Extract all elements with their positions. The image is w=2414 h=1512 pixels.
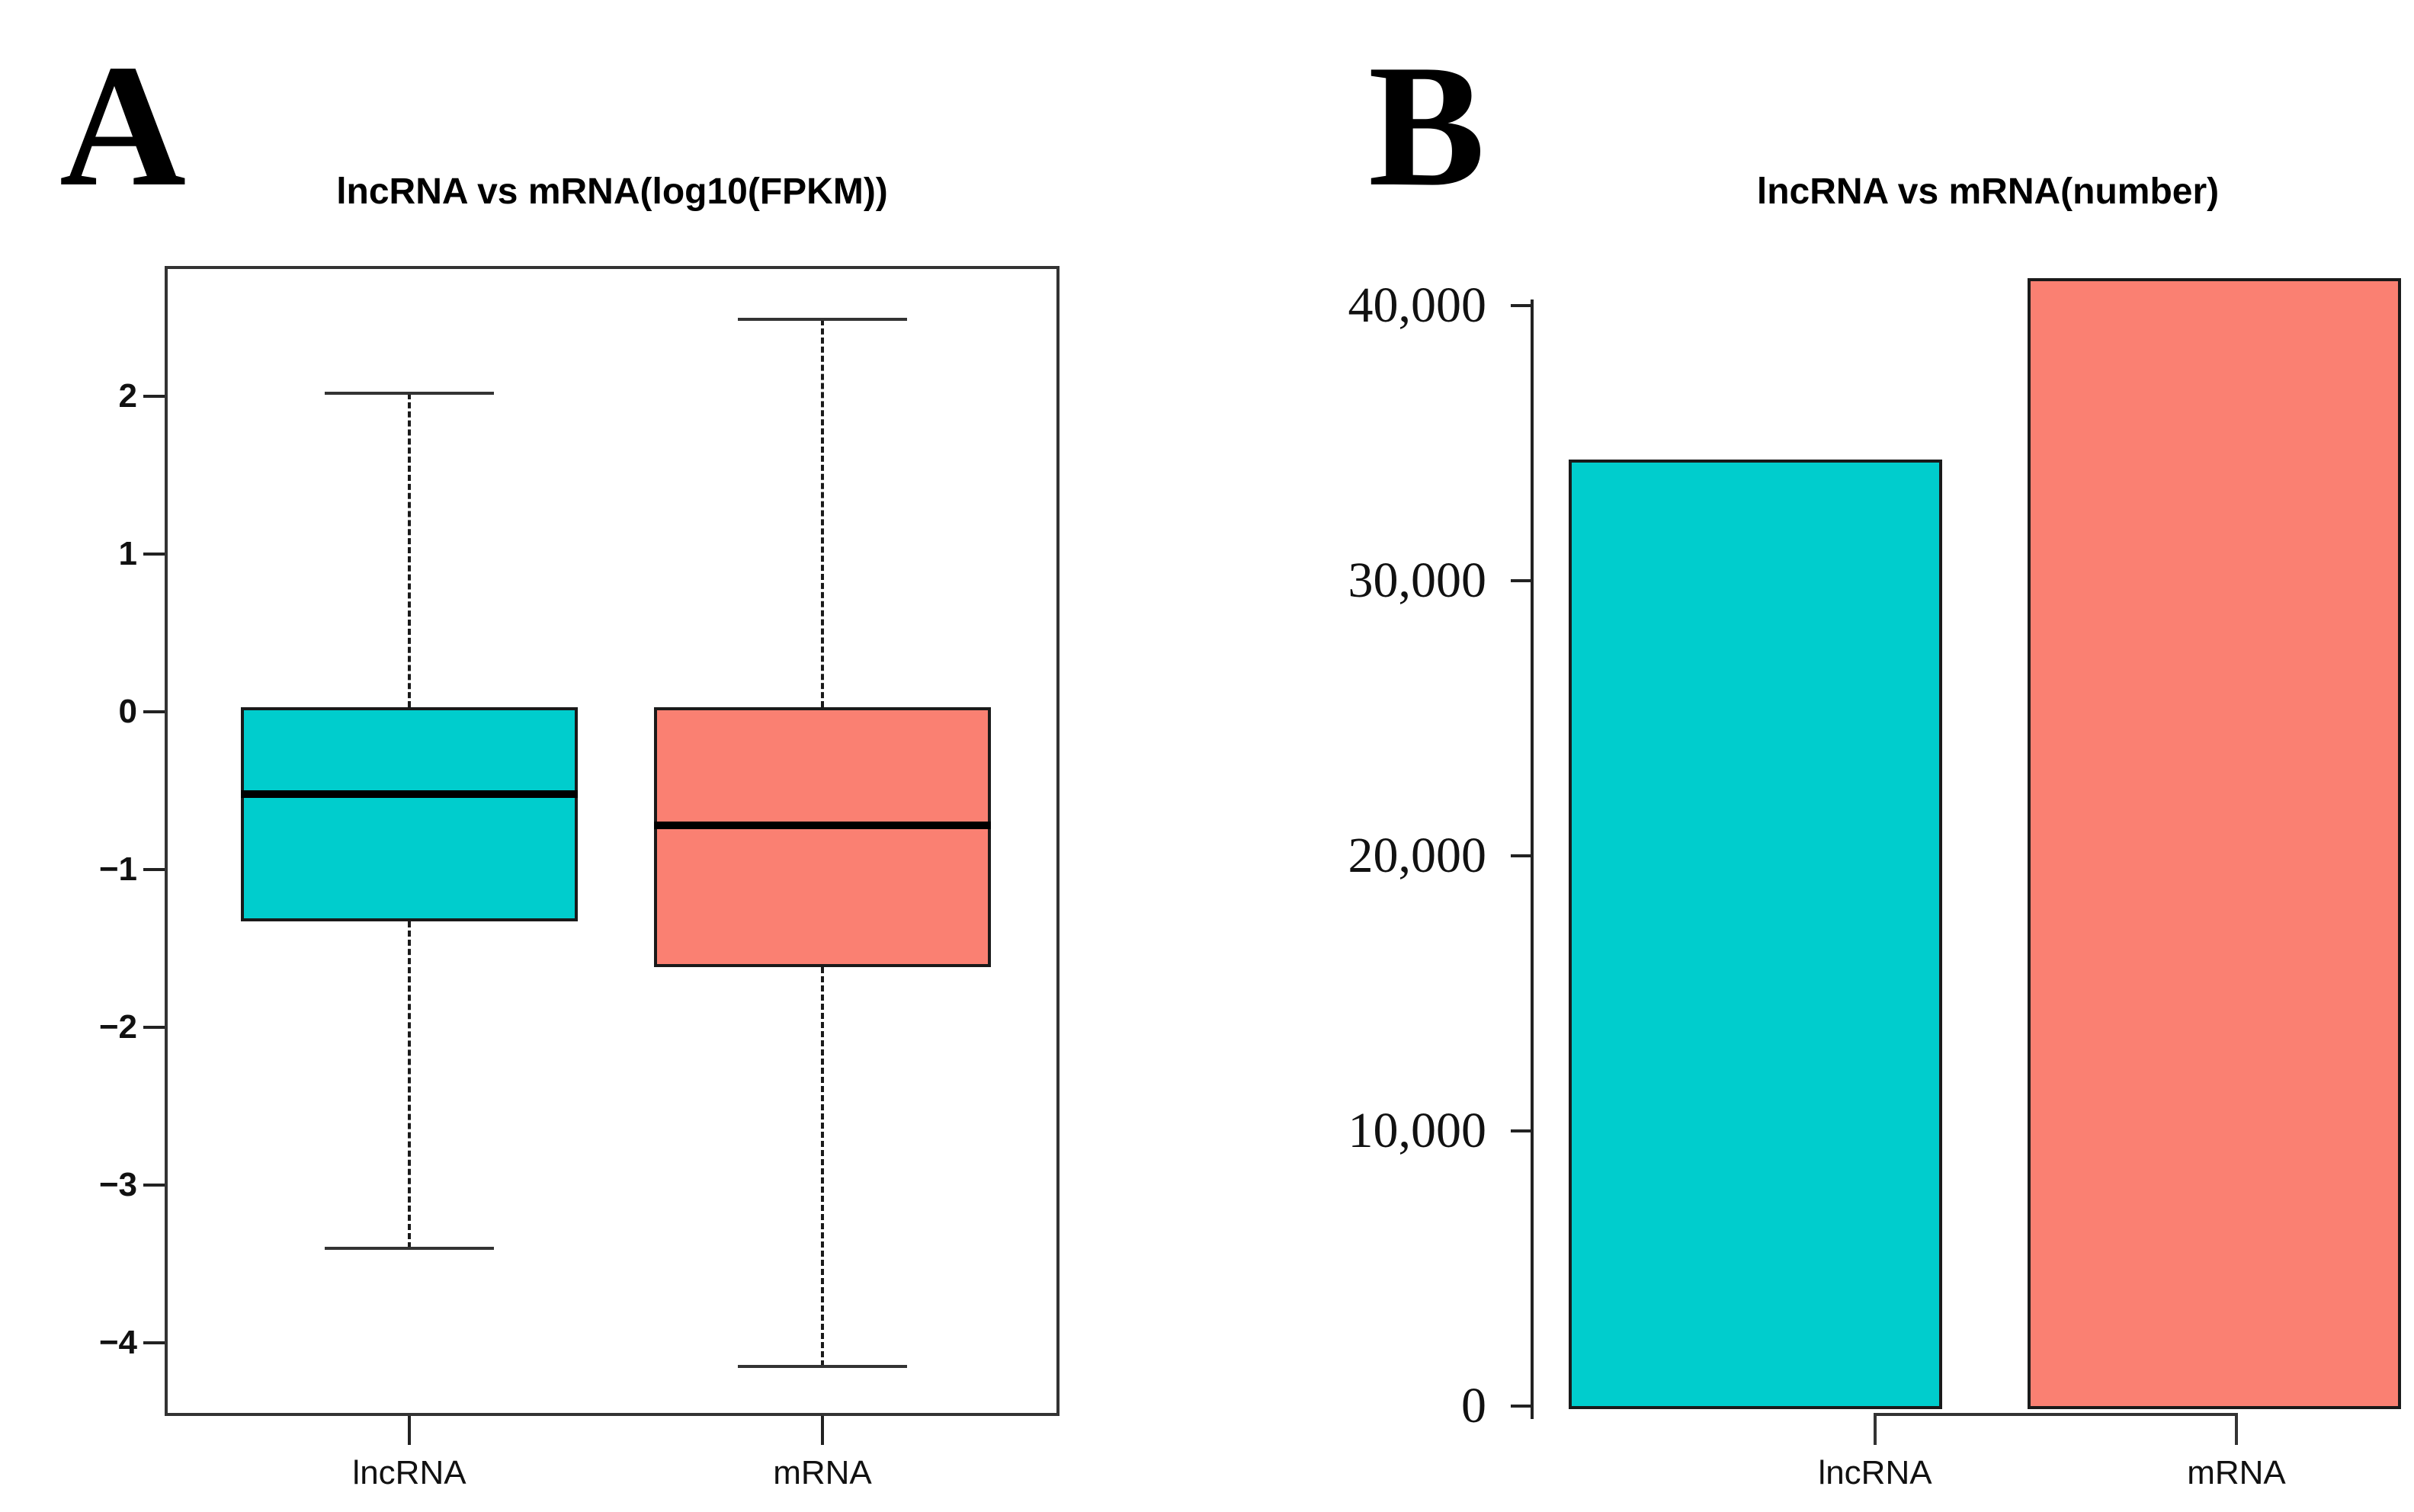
upper-whisker bbox=[821, 319, 824, 707]
iqr-box-mRNA bbox=[654, 706, 991, 968]
x-axis-tick bbox=[1874, 1413, 1877, 1445]
y-axis-tick bbox=[143, 710, 165, 713]
lower-whisker-cap bbox=[325, 1246, 494, 1250]
panel-b-letter: B bbox=[1368, 28, 1486, 223]
y-axis-tick bbox=[143, 1184, 165, 1187]
x-axis-tick bbox=[408, 1416, 411, 1445]
median-line bbox=[241, 790, 578, 798]
lower-whisker bbox=[408, 921, 411, 1248]
y-axis-tick bbox=[1511, 304, 1532, 307]
y-axis-tick-label: −4 bbox=[98, 1324, 137, 1361]
upper-whisker-cap bbox=[738, 317, 907, 321]
y-axis-tick-label: 10,000 bbox=[1348, 1103, 1487, 1158]
y-axis-tick-label: 20,000 bbox=[1348, 828, 1487, 883]
x-category-label: mRNA bbox=[773, 1454, 872, 1491]
x-category-label: mRNA bbox=[2187, 1454, 2286, 1491]
y-axis-tick-label: 40,000 bbox=[1348, 277, 1487, 333]
y-axis-tick-label: 30,000 bbox=[1348, 553, 1487, 608]
panel-b-title: lncRNA vs mRNA(number) bbox=[1756, 171, 2220, 212]
upper-whisker bbox=[408, 392, 411, 707]
y-axis-tick bbox=[143, 1026, 165, 1029]
x-axis-line bbox=[1874, 1413, 2235, 1416]
barchart-y-axis bbox=[1531, 300, 1534, 1419]
y-axis-tick bbox=[143, 395, 165, 398]
y-axis-tick-label: 0 bbox=[118, 693, 137, 730]
x-axis-tick bbox=[2235, 1413, 2238, 1445]
x-category-label: lncRNA bbox=[1818, 1454, 1932, 1491]
y-axis-tick bbox=[1511, 1405, 1532, 1408]
y-axis-tick bbox=[1511, 579, 1532, 582]
panel-a-letter: A bbox=[59, 28, 187, 223]
y-axis-tick-label: 2 bbox=[118, 377, 137, 415]
y-axis-tick-label: 1 bbox=[118, 535, 137, 572]
y-axis-tick bbox=[143, 553, 165, 556]
y-axis-tick bbox=[143, 1341, 165, 1344]
x-category-label: lncRNA bbox=[352, 1454, 466, 1491]
median-line bbox=[654, 822, 991, 830]
y-axis-tick bbox=[1511, 1129, 1532, 1132]
bar-lncRNA bbox=[1569, 460, 1942, 1409]
lower-whisker-cap bbox=[738, 1365, 907, 1369]
y-axis-tick-label: −3 bbox=[98, 1166, 137, 1203]
lower-whisker bbox=[821, 967, 824, 1367]
y-axis-tick-label: 0 bbox=[1461, 1378, 1486, 1434]
y-axis-tick-label: −2 bbox=[98, 1008, 137, 1046]
y-axis-tick bbox=[1511, 854, 1532, 857]
y-axis-tick-label: −1 bbox=[98, 850, 137, 888]
x-axis-tick bbox=[821, 1416, 824, 1445]
iqr-box-lncRNA bbox=[241, 706, 578, 922]
upper-whisker-cap bbox=[325, 391, 494, 395]
bar-mRNA bbox=[2028, 277, 2401, 1409]
y-axis-tick bbox=[143, 868, 165, 871]
panel-a-title: lncRNA vs mRNA(log10(FPKM)) bbox=[336, 171, 888, 212]
